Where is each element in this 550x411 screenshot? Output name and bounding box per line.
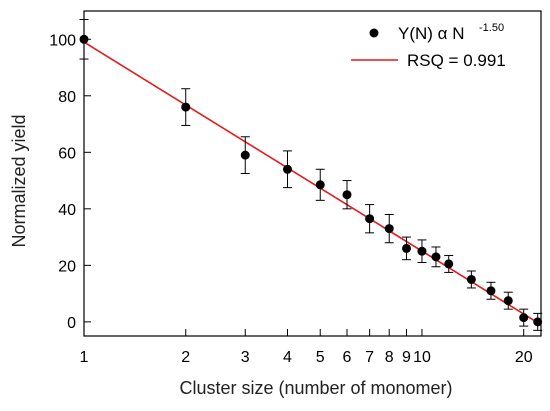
- point-marker: [486, 286, 496, 296]
- data-point: [384, 213, 394, 244]
- data-point: [533, 312, 543, 331]
- point-marker: [315, 180, 325, 190]
- data-point: [444, 254, 454, 273]
- data-point: [365, 204, 375, 234]
- point-marker: [282, 164, 292, 174]
- point-marker: [533, 317, 543, 327]
- legend-points-label-exponent: -1.50: [479, 22, 504, 34]
- point-marker: [519, 313, 529, 323]
- data-point: [402, 236, 412, 261]
- data-point: [315, 168, 325, 201]
- x-tick-label: 4: [283, 349, 292, 366]
- y-tick-label: 0: [67, 315, 76, 332]
- x-tick-label: 5: [316, 349, 325, 366]
- legend-point-marker: [369, 28, 379, 38]
- x-tick-label: 8: [385, 349, 394, 366]
- plot-area: [83, 10, 542, 337]
- y-tick-label: 100: [49, 32, 76, 49]
- legend-points-label-main: Y(N) α N: [398, 24, 465, 43]
- y-tick-label: 80: [58, 89, 76, 106]
- point-marker: [444, 259, 454, 269]
- data-point: [417, 239, 427, 264]
- fit-line-layer: [83, 41, 542, 326]
- x-tick-label: 6: [343, 349, 352, 366]
- legend-fit-label: RSQ = 0.991: [407, 51, 506, 70]
- point-marker: [240, 150, 250, 160]
- legend-points-label: Y(N) α N: [398, 24, 465, 43]
- y-tick-label: 20: [58, 258, 76, 275]
- data-point: [282, 150, 292, 189]
- x-tick-label: 9: [402, 349, 411, 366]
- point-marker: [503, 296, 513, 306]
- x-axis-ticks: 1 2 3 4 5 6 7 8 9 10 20: [80, 329, 533, 366]
- point-marker: [402, 243, 412, 253]
- data-point: [466, 270, 476, 289]
- x-tick-label: 20: [515, 349, 533, 366]
- x-tick-label: 10: [413, 349, 431, 366]
- data-point: [503, 291, 513, 310]
- data-point: [181, 88, 191, 126]
- point-marker: [466, 274, 476, 284]
- legend: Y(N) α N -1.50 RSQ = 0.991: [351, 22, 506, 70]
- y-tick-label: 60: [58, 145, 76, 162]
- data-point: [240, 136, 250, 174]
- point-marker: [342, 190, 352, 200]
- x-axis-title: Cluster size (number of monomer): [179, 378, 452, 398]
- y-tick-label: 40: [58, 202, 76, 219]
- data-point: [431, 246, 441, 268]
- data-point: [342, 180, 352, 210]
- point-marker: [431, 252, 441, 262]
- y-axis-ticks: 0 20 40 60 80 100: [49, 32, 91, 332]
- point-marker: [365, 214, 375, 224]
- plot-border: [83, 10, 542, 337]
- point-marker: [181, 102, 191, 112]
- point-marker: [384, 224, 394, 234]
- data-point: [486, 281, 496, 300]
- x-tick-label: 1: [80, 349, 89, 366]
- data-points-layer: [79, 18, 543, 331]
- data-point: [519, 308, 529, 327]
- point-marker: [417, 246, 427, 256]
- x-tick-label: 3: [241, 349, 250, 366]
- x-tick-label: 7: [365, 349, 374, 366]
- x-tick-label: 2: [181, 349, 190, 366]
- fit-line: [83, 41, 542, 326]
- y-axis-title: Normalized yield: [9, 114, 29, 247]
